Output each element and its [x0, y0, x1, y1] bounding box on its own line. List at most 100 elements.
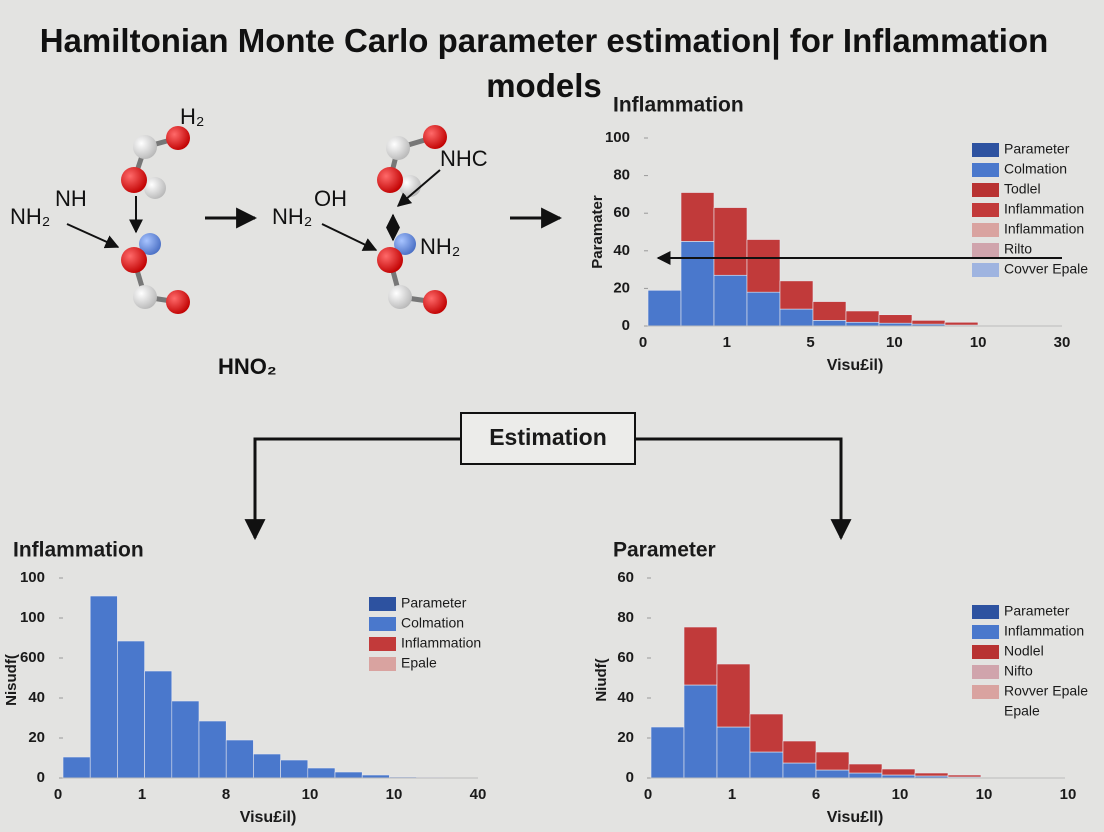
- y-tick-label: 20: [28, 729, 45, 746]
- bar: [845, 310, 880, 323]
- atoms: [377, 125, 447, 314]
- arrow: [321, 223, 378, 251]
- arrow: [396, 169, 441, 207]
- molecule-label: HNO₂: [218, 354, 277, 379]
- legend-swatch: [972, 203, 999, 217]
- y-axis-label: Paramater: [589, 195, 606, 269]
- x-tick-label: 10: [976, 786, 993, 803]
- legend-swatch: [369, 617, 396, 631]
- bar: [713, 274, 748, 327]
- x-tick-label: 1: [723, 334, 731, 351]
- flow-arrow: [244, 437, 461, 541]
- molecule-label: NH₂: [10, 204, 50, 229]
- bar: [62, 756, 91, 779]
- legend-label: Parameter: [1004, 603, 1070, 619]
- bar: [947, 774, 982, 778]
- y-tick-label: 60: [613, 204, 630, 221]
- legend-label: Covver Epale: [1004, 261, 1088, 277]
- arrow: [66, 223, 120, 249]
- molecule-label: NH₂: [272, 204, 312, 229]
- bar: [845, 321, 880, 327]
- y-tick-label: 600: [20, 649, 45, 666]
- bar: [647, 289, 682, 327]
- legend-label: Colmation: [401, 615, 464, 631]
- bar: [815, 751, 850, 771]
- legend-swatch: [972, 163, 999, 177]
- bar: [848, 772, 883, 779]
- legend-swatch: [972, 223, 999, 237]
- molecule: [387, 134, 436, 305]
- bar: [746, 239, 781, 293]
- x-tick-label: 10: [386, 786, 403, 803]
- legend-label: Rovver Epale: [1004, 683, 1088, 699]
- bar: [716, 663, 751, 728]
- bar: [878, 314, 913, 324]
- chart-title: Inflammation: [613, 94, 744, 117]
- chart-title: Inflammation: [13, 539, 144, 562]
- y-tick-label: 20: [613, 279, 630, 296]
- y-tick-label: 0: [626, 769, 634, 786]
- bar: [280, 759, 309, 779]
- legend-label: Colmation: [1004, 161, 1067, 177]
- y-axis-label: Nisudf(: [3, 654, 20, 706]
- y-tick-label: 20: [617, 729, 634, 746]
- molecule: [131, 135, 179, 305]
- y-tick-label: 40: [617, 689, 634, 706]
- page-title: Hamiltonian Monte Carlo parameter estima…: [39, 22, 1049, 104]
- bar: [713, 207, 748, 276]
- legend-label: Nodlel: [1004, 643, 1044, 659]
- legend-swatch: [972, 685, 999, 699]
- x-tick-label: 0: [639, 334, 647, 351]
- x-tick-label: 8: [222, 786, 230, 803]
- y-tick-label: 40: [28, 689, 45, 706]
- x-axis-label: Visu£ll): [827, 809, 884, 826]
- bar: [680, 241, 715, 327]
- bar: [779, 280, 814, 310]
- bar: [307, 767, 336, 779]
- bar: [144, 670, 173, 779]
- legend-swatch: [972, 665, 999, 679]
- flow-arrow: [635, 437, 852, 541]
- x-tick-label: 30: [1054, 334, 1071, 351]
- molecule-label: OH: [314, 186, 347, 211]
- legend-swatch: [369, 597, 396, 611]
- bar: [650, 726, 685, 779]
- molecule-label: NH₂: [420, 234, 460, 259]
- y-tick-label: 0: [37, 769, 45, 786]
- legend-label: Todlel: [1004, 181, 1041, 197]
- legend-swatch: [972, 183, 999, 197]
- bar: [782, 740, 817, 764]
- bar: [253, 753, 281, 779]
- legend-label: Epale: [401, 655, 437, 671]
- legend-swatch: [369, 637, 396, 651]
- legend-label: Parameter: [1004, 141, 1070, 157]
- y-tick-label: 0: [622, 317, 630, 334]
- legend-label: Epale: [1004, 703, 1040, 719]
- bar: [746, 291, 781, 327]
- y-axis-label: Niudf(: [593, 658, 610, 701]
- y-tick-label: 40: [613, 242, 630, 259]
- y-tick-label: 80: [617, 609, 634, 626]
- x-tick-label: 10: [886, 334, 903, 351]
- x-tick-label: 0: [54, 786, 62, 803]
- molecule-label: NH: [55, 186, 87, 211]
- y-tick-label: 100: [605, 129, 630, 146]
- x-tick-label: 0: [644, 786, 652, 803]
- bar: [848, 763, 883, 774]
- molecule-label: H₂: [180, 104, 204, 129]
- x-tick-label: 1: [138, 786, 146, 803]
- x-tick-label: 10: [1060, 786, 1077, 803]
- bar: [749, 713, 784, 753]
- x-tick-label: 10: [892, 786, 909, 803]
- legend-label: Rilto: [1004, 241, 1032, 257]
- atoms: [121, 126, 190, 314]
- y-tick-label: 60: [617, 569, 634, 586]
- legend-swatch: [972, 263, 999, 277]
- legend-swatch: [972, 625, 999, 639]
- bar: [334, 771, 363, 779]
- bar: [779, 308, 814, 327]
- legend-label: Inflammation: [401, 635, 481, 651]
- legend-label: Inflammation: [1004, 623, 1084, 639]
